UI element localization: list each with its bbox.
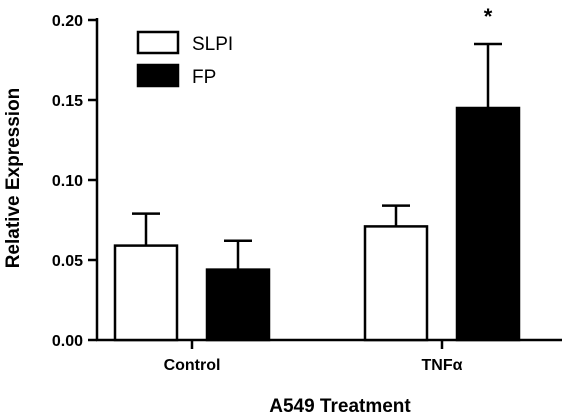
x-category-label: TNFα bbox=[422, 357, 463, 374]
bar-slpi-1 bbox=[363, 225, 429, 342]
legend: SLPI FP bbox=[136, 30, 233, 88]
legend-label-fp: FP bbox=[192, 67, 216, 88]
y-tick-label: 0.20 bbox=[52, 13, 83, 30]
bar-fp-1 bbox=[455, 106, 521, 342]
y-axis-title: Relative Expression bbox=[3, 88, 24, 269]
x-axis-title: A549 Treatment bbox=[269, 396, 411, 417]
x-axis-categories: Control TNFα bbox=[164, 340, 463, 374]
legend-label-slpi: SLPI bbox=[192, 34, 233, 55]
y-tick-label: 0.05 bbox=[52, 253, 83, 270]
bar-slpi-0 bbox=[113, 244, 179, 342]
plot-area: 0.00 0.05 0.10 0.15 0.20 Control TNFα * bbox=[52, 4, 562, 374]
significance-asterisk: * bbox=[484, 4, 493, 29]
y-axis-ticks: 0.00 0.05 0.10 0.15 0.20 bbox=[52, 13, 97, 350]
y-tick-label: 0.10 bbox=[52, 173, 83, 190]
bars bbox=[113, 42, 521, 342]
legend-swatch-fp bbox=[136, 63, 180, 88]
y-tick-label: 0.00 bbox=[52, 333, 83, 350]
y-tick-label: 0.15 bbox=[52, 93, 83, 110]
legend-swatch-slpi bbox=[136, 30, 180, 55]
bar-fp-0 bbox=[205, 268, 271, 342]
x-category-label: Control bbox=[164, 357, 221, 374]
annotations: * bbox=[484, 4, 493, 29]
